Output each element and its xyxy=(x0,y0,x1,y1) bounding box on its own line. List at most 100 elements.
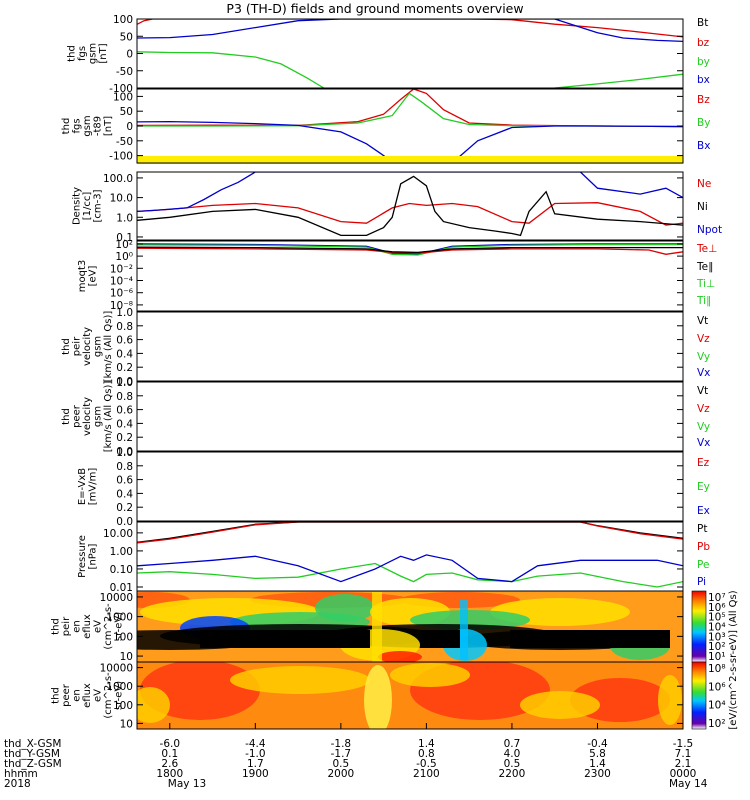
panel-data xyxy=(137,19,683,88)
panel-peir_velocity: 1.0 0.8 0.60.4 0.2 0.0 thd peir velocity gsm [km/… xyxy=(61,307,710,388)
y-axis-label: fgs xyxy=(72,118,83,133)
legend-vy: Vy xyxy=(697,351,710,363)
panel-data xyxy=(137,662,683,729)
legend-vy: Vy xyxy=(697,421,710,433)
y-tick-label: 0.4 xyxy=(116,488,133,500)
y-tick-label: 10000 xyxy=(100,592,133,604)
y-tick-label: 10⁻⁶ xyxy=(110,288,133,300)
y-tick-label: 10.00 xyxy=(103,528,133,540)
y-tick-label: 1.0 xyxy=(116,212,133,224)
y-tick-label: 10⁰ xyxy=(115,251,133,263)
y-tick-label: 0.6 xyxy=(116,405,133,417)
y-axis-label: en xyxy=(72,620,83,633)
y-tick-label: 0.10 xyxy=(110,564,133,576)
panel-frame xyxy=(136,661,684,730)
y-tick-label: 0.8 xyxy=(116,391,133,403)
legend-ey: Ey xyxy=(697,481,710,493)
date-label-start: May 13 xyxy=(168,778,206,790)
y-axis-label: thd xyxy=(51,687,62,704)
y-tick-label: 50 xyxy=(120,31,133,43)
y-axis-label: eV xyxy=(93,620,104,633)
y-tick-label: -50 xyxy=(116,66,133,78)
legend-bt: Bt xyxy=(697,17,708,29)
legend-by: By xyxy=(697,117,710,129)
y-tick-label: 100 xyxy=(113,700,133,712)
x-tick-label: 1.7 xyxy=(247,758,264,770)
y-tick-label: 10⁻⁴ xyxy=(110,276,133,288)
legend-pb: Pb xyxy=(697,541,710,553)
y-tick-label: 0.4 xyxy=(116,418,133,430)
legend-pt: Pt xyxy=(697,523,707,535)
legend-ez: Ez xyxy=(697,457,710,469)
legend-vt: Vt xyxy=(697,315,708,327)
spectrogram-region xyxy=(520,691,600,719)
panel-pressure: 10.00 1.00 0.10 0.01 Pressure [nPa] Pt Pb Pe Pi xyxy=(77,521,710,594)
y-tick-label: 1.00 xyxy=(110,546,133,558)
y-tick-label: 0.2 xyxy=(116,502,133,514)
x-axis-row-label: thd_Y-GSM xyxy=(4,748,60,760)
legend-te: Te∥ xyxy=(696,261,713,273)
y-tick-label: 0.0 xyxy=(116,516,133,528)
y-axis-label: [eV] xyxy=(87,266,98,287)
legend-pi: Pi xyxy=(697,576,706,588)
x-tick-label: -4.4 xyxy=(245,738,266,750)
legend-bz: bz xyxy=(697,37,710,49)
y-tick-label: 0 xyxy=(126,49,133,61)
x-tick-label: 2.1 xyxy=(675,758,692,770)
spectrogram-region xyxy=(364,665,392,729)
x-tick-label: 2.6 xyxy=(161,758,178,770)
y-axis-label: Pressure xyxy=(77,535,88,578)
year-label: 2018 xyxy=(4,778,31,790)
y-axis-label: peir xyxy=(72,336,83,356)
y-axis-label: sr-eV) xyxy=(114,681,125,710)
spectrogram-region xyxy=(378,651,422,662)
legend-vx: Vx xyxy=(697,437,710,449)
y-tick-label: 50 xyxy=(120,106,133,118)
panel-frame xyxy=(136,451,684,522)
y-axis-label: thd xyxy=(61,118,72,135)
x-tick-label: 7.1 xyxy=(675,748,692,760)
legend-bx: bx xyxy=(697,74,710,86)
y-tick-label: 100.0 xyxy=(103,173,133,185)
series-line-by xyxy=(554,73,683,88)
data-gap-bar xyxy=(137,156,683,164)
x-tick-label: 2100 xyxy=(413,768,440,780)
legend-ni: Ni xyxy=(697,201,708,213)
colorbar xyxy=(691,590,707,663)
series-line-ti xyxy=(137,243,683,255)
colorbar-tick-label: 10⁵ xyxy=(708,612,726,624)
y-tick-label: -100 xyxy=(109,151,133,163)
series-line-pb xyxy=(137,522,683,544)
y-tick-label: -100 xyxy=(109,83,133,95)
y-tick-label: 1000 xyxy=(106,612,133,624)
colorbar-tick-label: 10⁴ xyxy=(708,700,726,712)
y-axis-label: [km/s (All Qs)] xyxy=(103,381,114,453)
panel-fgs_gse: 100 50 0 -50 -100 thd fgs gsm -t89 [nT] Bz By Bx xyxy=(61,88,710,164)
y-tick-label: 10 xyxy=(120,651,133,663)
x-tick-label: -0.5 xyxy=(416,758,437,770)
y-axis-label: [nT] xyxy=(98,43,109,63)
panel-density: 100.0 10.0 1.0 0.1 Density [1/cc] [cm-3] Ne Ni Np… xyxy=(72,171,722,244)
y-tick-label: 0.6 xyxy=(116,475,133,487)
y-axis-label: Density xyxy=(72,187,83,225)
y-tick-label: 0.1 xyxy=(116,232,133,244)
x-tick-label: -1.8 xyxy=(331,738,352,750)
series-line-te xyxy=(137,246,683,254)
plot-title: P3 (TH-D) fields and ground moments over… xyxy=(226,1,524,16)
y-axis-label: [nPa] xyxy=(87,543,98,569)
spectrogram-low-count-band xyxy=(420,630,460,648)
y-axis-label: [1/cc] xyxy=(82,192,93,221)
legend-ti: Ti∥ xyxy=(696,295,711,307)
series-line-by xyxy=(137,92,683,127)
legend-ne: Ne xyxy=(697,178,711,190)
colorbar-tick-label: 10³ xyxy=(708,631,726,643)
panel-frame xyxy=(136,311,684,382)
y-axis-label: (cm^2-s- xyxy=(103,603,114,650)
colorbar-tick-label: 10⁶ xyxy=(708,602,726,614)
y-tick-label: 100 xyxy=(113,14,133,26)
x-tick-label: 1.4 xyxy=(589,758,606,770)
y-axis-label: [mV/m] xyxy=(87,468,98,506)
y-tick-label: 1.0 xyxy=(116,447,133,459)
